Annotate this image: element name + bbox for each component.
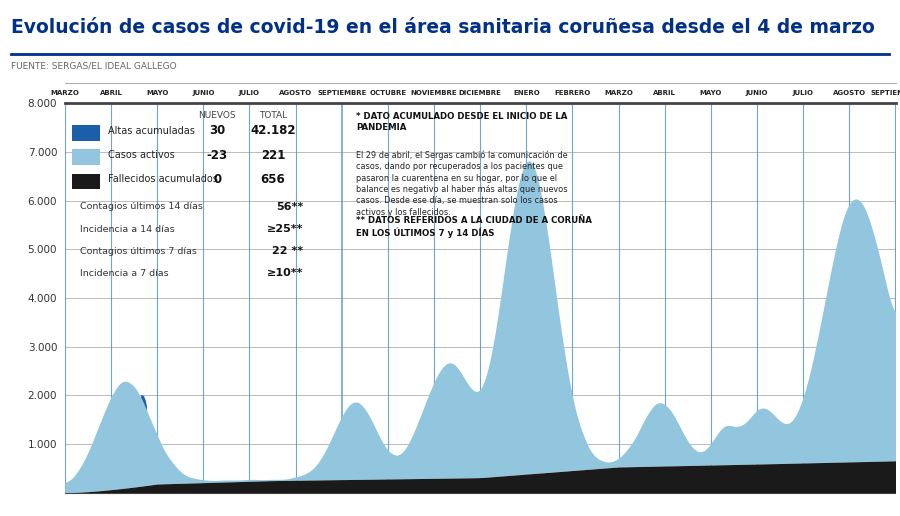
- Text: AGOSTO: AGOSTO: [832, 90, 866, 96]
- Text: 221: 221: [261, 149, 285, 162]
- Text: 56**: 56**: [276, 202, 303, 212]
- Text: -23: -23: [206, 149, 228, 162]
- Text: JULIO: JULIO: [238, 90, 260, 96]
- Bar: [72, 125, 100, 141]
- Text: 656: 656: [261, 172, 285, 186]
- Text: NUEVOS: NUEVOS: [198, 110, 236, 120]
- Bar: [72, 173, 100, 189]
- Text: NOVIEMBRE: NOVIEMBRE: [410, 90, 457, 96]
- Text: 42.182: 42.182: [250, 124, 296, 137]
- Text: Altas acumuladas: Altas acumuladas: [108, 126, 194, 136]
- Text: 30: 30: [209, 124, 225, 137]
- Text: FUENTE: SERGAS/EL IDEAL GALLEGO: FUENTE: SERGAS/EL IDEAL GALLEGO: [11, 62, 176, 71]
- Text: SEPTIEMBRE: SEPTIEMBRE: [317, 90, 366, 96]
- Text: ** DATOS REFERIDOS A LA CIUDAD DE A CORUÑA
EN LOS ÚLTIMOS 7 y 14 DÍAS: ** DATOS REFERIDOS A LA CIUDAD DE A CORU…: [356, 216, 592, 238]
- Text: ≥25**: ≥25**: [267, 224, 303, 234]
- Text: MAYO: MAYO: [699, 90, 722, 96]
- Text: Contagios últimos 14 días: Contagios últimos 14 días: [80, 202, 202, 212]
- Text: El 29 de abril, el Sergas cambió la comunicación de
casos, dando por recuperados: El 29 de abril, el Sergas cambió la comu…: [356, 150, 568, 217]
- Bar: [72, 150, 100, 165]
- Text: Incidencia a 14 días: Incidencia a 14 días: [80, 224, 175, 234]
- Text: ABRIL: ABRIL: [100, 90, 122, 96]
- Text: AGOSTO: AGOSTO: [279, 90, 312, 96]
- Text: JUNIO: JUNIO: [192, 90, 214, 96]
- Text: SEPTIEMBRE: SEPTIEMBRE: [871, 90, 900, 96]
- Text: ≥10**: ≥10**: [267, 268, 303, 279]
- Text: ENERO: ENERO: [513, 90, 540, 96]
- Text: FEBRERO: FEBRERO: [554, 90, 590, 96]
- Text: * DATO ACUMULADO DESDE EL INICIO DE LA
PANDEMIA: * DATO ACUMULADO DESDE EL INICIO DE LA P…: [356, 112, 568, 132]
- Text: OCTUBRE: OCTUBRE: [369, 90, 407, 96]
- Text: MAYO: MAYO: [146, 90, 168, 96]
- Text: MARZO: MARZO: [50, 90, 79, 96]
- Text: Contagios últimos 7 días: Contagios últimos 7 días: [80, 247, 197, 256]
- Text: MARZO: MARZO: [604, 90, 633, 96]
- Text: TOTAL: TOTAL: [259, 110, 287, 120]
- Text: Incidencia a 7 días: Incidencia a 7 días: [80, 269, 168, 278]
- Text: 22 **: 22 **: [273, 246, 303, 256]
- Text: Fallecidos acumulados: Fallecidos acumulados: [108, 174, 218, 184]
- Text: Casos activos: Casos activos: [108, 150, 175, 160]
- Text: DICIEMBRE: DICIEMBRE: [459, 90, 501, 96]
- Text: 0: 0: [213, 172, 221, 186]
- Text: JUNIO: JUNIO: [746, 90, 769, 96]
- Text: ABRIL: ABRIL: [653, 90, 676, 96]
- Text: Evolución de casos de covid-19 en el área sanitaria coruñesa desde el 4 de marzo: Evolución de casos de covid-19 en el áre…: [11, 18, 875, 37]
- Text: JULIO: JULIO: [793, 90, 814, 96]
